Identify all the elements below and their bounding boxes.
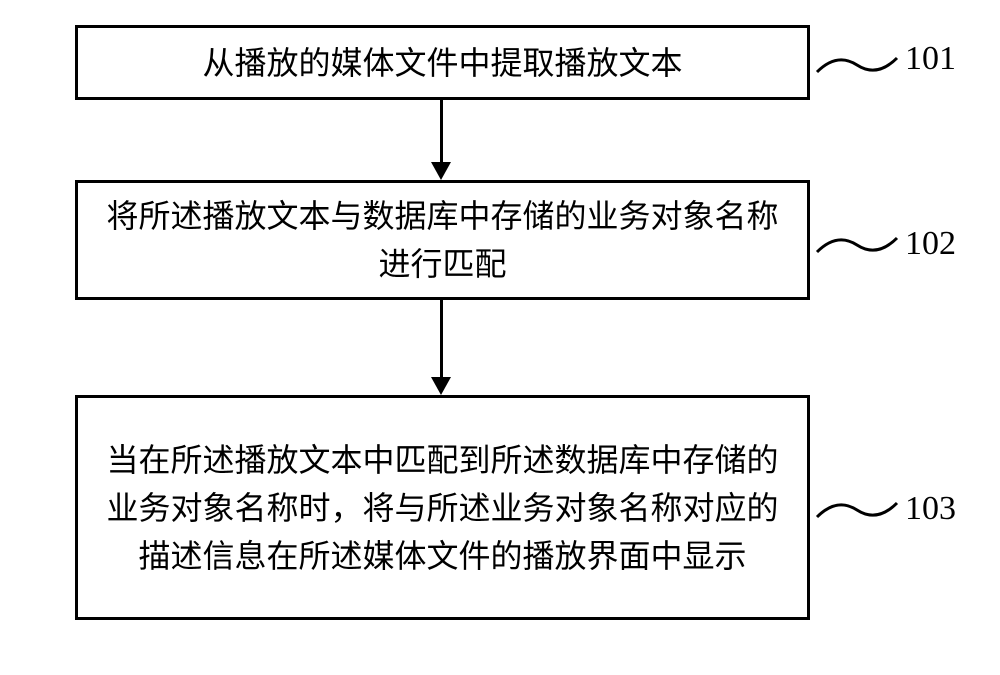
label-2: 102 xyxy=(905,225,956,263)
arrow-1-head xyxy=(431,162,451,180)
tilde-3 xyxy=(815,495,900,525)
arrow-1-line xyxy=(440,100,443,164)
flow-node-2-text: 将所述播放文本与数据库中存储的业务对象名称进行匹配 xyxy=(98,192,787,288)
tilde-1 xyxy=(815,50,900,80)
flow-node-1: 从播放的媒体文件中提取播放文本 xyxy=(75,25,810,100)
flow-node-2: 将所述播放文本与数据库中存储的业务对象名称进行匹配 xyxy=(75,180,810,300)
flow-node-3: 当在所述播放文本中匹配到所述数据库中存储的业务对象名称时，将与所述业务对象名称对… xyxy=(75,395,810,620)
label-1: 101 xyxy=(905,40,956,78)
flow-node-3-text: 当在所述播放文本中匹配到所述数据库中存储的业务对象名称时，将与所述业务对象名称对… xyxy=(98,436,787,580)
tilde-2 xyxy=(815,230,900,260)
arrow-2-line xyxy=(440,300,443,379)
label-3: 103 xyxy=(905,490,956,528)
flow-node-1-text: 从播放的媒体文件中提取播放文本 xyxy=(202,39,682,87)
arrow-2-head xyxy=(431,377,451,395)
